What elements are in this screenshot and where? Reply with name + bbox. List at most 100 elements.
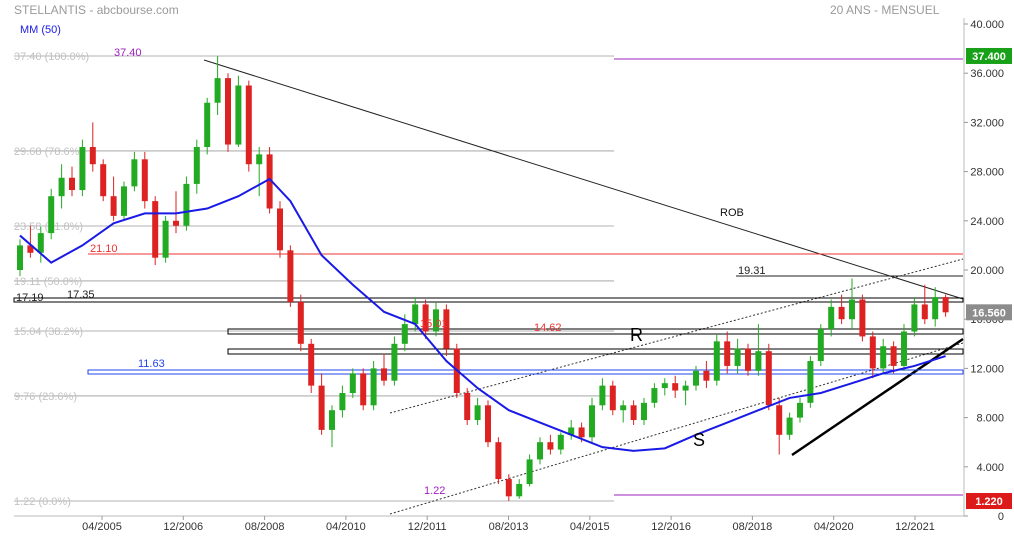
y-tick-label-2: 8.000 (976, 413, 1004, 425)
y-axis: 04.0008.00012.00016.00020.00024.00028.00… (964, 19, 1004, 523)
candle-body-34 (370, 368, 377, 406)
candle-body-82 (869, 336, 876, 369)
candle-body-69 (734, 348, 741, 366)
candle-69 (734, 338, 741, 374)
candle-body-26 (287, 250, 294, 302)
candle-2 (37, 226, 44, 263)
ma50-polyline (19, 177, 946, 452)
candle-10 (121, 181, 127, 221)
chart-title: STELLANTIS - abcbourse.com (14, 3, 179, 17)
candle-body-68 (724, 341, 731, 366)
candle-body-73 (776, 405, 783, 435)
candle-34 (370, 361, 377, 411)
candle-body-85 (901, 331, 907, 366)
x-tick-label-6: 04/2015 (570, 521, 610, 533)
candle-82 (869, 331, 876, 379)
label-1719: 17.19 (16, 292, 44, 304)
candle-26 (287, 245, 294, 307)
y-tick-label-8: 32.000 (970, 117, 1004, 129)
x-axis: 04/2005 12/2006 08/2008 04/2010 12/2011 08/20… (82, 516, 935, 533)
y-tick-label-7: 28.000 (970, 167, 1004, 179)
candle-body-20 (225, 78, 231, 145)
y-tick-label-1: 4.000 (976, 462, 1004, 474)
candle-body-33 (360, 373, 367, 406)
candle-body-21 (235, 85, 242, 145)
candle-60 (641, 397, 647, 425)
candle-71 (755, 324, 762, 376)
candle-70 (745, 343, 751, 376)
candle-body-71 (755, 351, 762, 371)
fib-label-4: 15.04 (38.2%) (14, 326, 83, 338)
candle-body-6 (79, 147, 86, 191)
candle-89 (942, 294, 949, 317)
ma-legend: MM (50) (20, 24, 61, 36)
candle-73 (776, 397, 783, 455)
candle-body-15 (173, 220, 179, 226)
candle-23 (256, 147, 263, 197)
candle-body-17 (193, 147, 200, 184)
x-tick-label-1: 12/2006 (163, 521, 203, 533)
candle-30 (329, 405, 335, 448)
candle-body-24 (266, 154, 273, 209)
candle-32 (349, 368, 356, 398)
label-1735: 17.35 (67, 289, 95, 301)
candle-1 (27, 225, 34, 258)
candle-body-3 (48, 196, 55, 234)
candle-body-61 (651, 388, 658, 403)
candle-41 (443, 304, 450, 357)
fib-levels: 37.40 (100.0%)29.68 (78.6%)23.58 (61.8%)… (14, 51, 614, 508)
candle-33 (360, 368, 367, 411)
badge-label-2: 1.220 (975, 496, 1003, 508)
x-tick-label-9: 04/2020 (814, 521, 854, 533)
candle-body-1 (27, 245, 34, 253)
y-tick-label-5: 20.000 (970, 265, 1004, 277)
candle-body-63 (672, 383, 679, 391)
candle-body-46 (495, 442, 502, 480)
x-tick-label-7: 12/2016 (651, 521, 691, 533)
candle-body-55 (589, 405, 595, 438)
label-1931: 19.31 (738, 265, 766, 277)
candle-31 (339, 385, 346, 418)
candle-body-31 (339, 393, 346, 411)
candle-58 (620, 400, 627, 423)
candle-body-7 (89, 147, 96, 165)
candle-57 (609, 380, 616, 416)
candle-61 (651, 383, 658, 408)
candle-body-59 (630, 405, 637, 421)
candle-76 (807, 356, 814, 408)
label-high: 37.40 (114, 47, 142, 59)
candle-52 (557, 432, 564, 455)
candle-body-48 (516, 484, 523, 497)
candle-68 (724, 331, 731, 374)
label-1163: 11.63 (138, 358, 165, 370)
x-tick-label-5: 08/2013 (489, 521, 529, 533)
candle-59 (630, 400, 637, 425)
candle-body-29 (318, 385, 325, 430)
candle-body-41 (443, 309, 450, 349)
candle-body-16 (183, 183, 190, 226)
candle-body-8 (100, 164, 107, 197)
candle-35 (381, 353, 387, 386)
candle-body-50 (537, 442, 543, 460)
zone-1719 (13, 297, 964, 303)
candle-7 (89, 122, 96, 172)
badge-bg-2 (966, 492, 1012, 509)
candle-body-23 (256, 154, 263, 165)
candle-body-4 (58, 177, 65, 197)
candle-47 (505, 474, 512, 501)
candle-body-32 (349, 373, 356, 393)
candle-body-86 (911, 304, 918, 332)
candle-39 (422, 299, 429, 339)
candle-body-19 (214, 78, 221, 103)
candle-body-79 (838, 306, 845, 320)
candle-9 (110, 176, 117, 221)
candle-55 (589, 397, 595, 443)
candle-body-81 (859, 299, 866, 337)
candle-85 (901, 324, 907, 371)
period-label: 20 ANS - MENSUEL (830, 3, 940, 17)
candle-body-25 (277, 208, 283, 251)
candle-body-70 (745, 348, 751, 371)
candle-body-66 (703, 370, 710, 381)
candle-16 (183, 176, 190, 231)
